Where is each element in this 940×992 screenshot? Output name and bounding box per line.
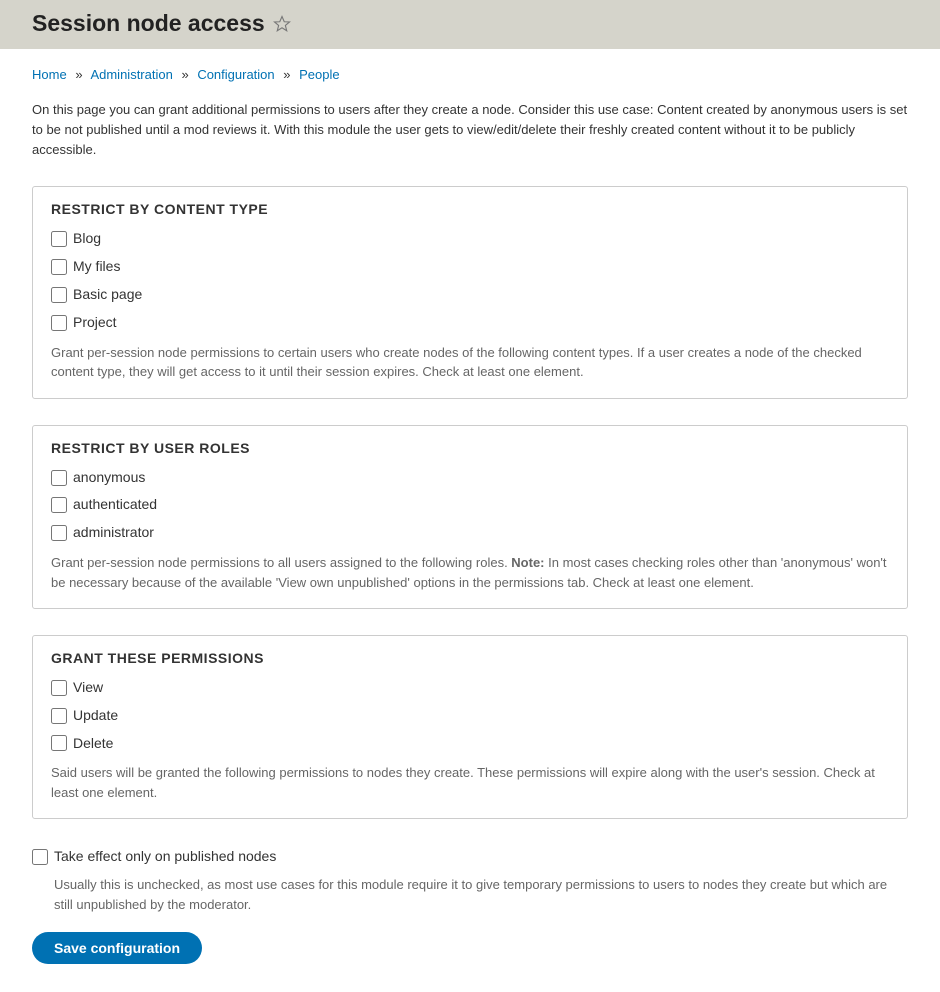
breadcrumb-people[interactable]: People [299,67,339,82]
checkbox-row-basic-page: Basic page [51,283,889,307]
desc-bold: Note: [511,555,544,570]
permissions-title: GRANT THESE PERMISSIONS [51,650,889,666]
breadcrumb-administration[interactable]: Administration [90,67,172,82]
checkbox-label: Basic page [73,283,142,307]
breadcrumb: Home » Administration » Configuration » … [32,67,908,82]
checkbox-authenticated[interactable] [51,497,67,513]
checkbox-update[interactable] [51,708,67,724]
checkbox-row-published-only: Take effect only on published nodes [32,845,908,869]
checkbox-project[interactable] [51,315,67,331]
checkbox-row-delete: Delete [51,732,889,756]
checkbox-row-my-files: My files [51,255,889,279]
user-roles-title: RESTRICT BY USER ROLES [51,440,889,456]
save-configuration-button[interactable]: Save configuration [32,932,202,964]
checkbox-label: authenticated [73,493,157,517]
user-roles-description: Grant per-session node permissions to al… [51,553,889,592]
content-region: Home » Administration » Configuration » … [0,49,940,992]
breadcrumb-separator: » [181,67,188,82]
checkbox-administrator[interactable] [51,525,67,541]
checkbox-row-blog: Blog [51,227,889,251]
content-type-fieldset: RESTRICT BY CONTENT TYPE Blog My files B… [32,186,908,398]
checkbox-view[interactable] [51,680,67,696]
content-type-description: Grant per-session node permissions to ce… [51,343,889,382]
checkbox-published-only[interactable] [32,849,48,865]
checkbox-row-view: View [51,676,889,700]
breadcrumb-home[interactable]: Home [32,67,67,82]
breadcrumb-separator: » [75,67,82,82]
content-type-title: RESTRICT BY CONTENT TYPE [51,201,889,217]
page-header: Session node access [0,0,940,49]
checkbox-blog[interactable] [51,231,67,247]
desc-pre: Grant per-session node permissions to al… [51,555,511,570]
checkbox-row-authenticated: authenticated [51,493,889,517]
permissions-description: Said users will be granted the following… [51,763,889,802]
checkbox-delete[interactable] [51,735,67,751]
published-only-description: Usually this is unchecked, as most use c… [54,875,908,914]
checkbox-row-project: Project [51,311,889,335]
checkbox-anonymous[interactable] [51,470,67,486]
checkbox-row-update: Update [51,704,889,728]
checkbox-label: Update [73,704,118,728]
checkbox-label: View [73,676,103,700]
breadcrumb-configuration[interactable]: Configuration [197,67,274,82]
page-title: Session node access [32,10,265,37]
checkbox-basic-page[interactable] [51,287,67,303]
permissions-fieldset: GRANT THESE PERMISSIONS View Update Dele… [32,635,908,819]
breadcrumb-separator: » [283,67,290,82]
checkbox-label: My files [73,255,120,279]
checkbox-label: Take effect only on published nodes [54,845,276,869]
checkbox-row-anonymous: anonymous [51,466,889,490]
checkbox-row-administrator: administrator [51,521,889,545]
checkbox-label: Delete [73,732,113,756]
checkbox-label: administrator [73,521,154,545]
intro-text: On this page you can grant additional pe… [32,100,908,160]
checkbox-my-files[interactable] [51,259,67,275]
user-roles-fieldset: RESTRICT BY USER ROLES anonymous authent… [32,425,908,609]
checkbox-label: Project [73,311,117,335]
favorite-star-icon[interactable] [273,15,291,33]
checkbox-label: Blog [73,227,101,251]
checkbox-label: anonymous [73,466,145,490]
